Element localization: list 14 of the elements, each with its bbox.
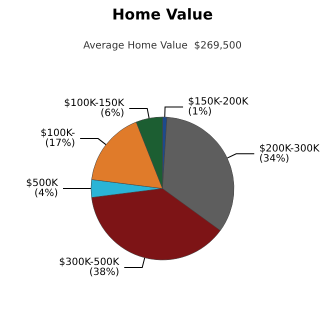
chart-subtitle: Average Home Value $269,500 (83, 40, 242, 52)
data-label: (17%) (45, 138, 76, 150)
data-label: (4%) (34, 188, 58, 199)
slice-label: $300K-500K (59, 256, 120, 268)
slice-label: $100K- (40, 128, 76, 140)
data-label: (6%) (100, 108, 124, 119)
chart-title: Home Value (112, 6, 213, 24)
slice-label: $150K-200K (188, 96, 249, 108)
data-label: (38%) (89, 266, 120, 278)
data-label: (1%) (188, 106, 212, 118)
data-label: (34%) (259, 153, 290, 164)
slice-label: $500K (26, 178, 58, 189)
slice-label: $100K-150K (64, 98, 125, 109)
slice-label: $200K-300K (259, 143, 320, 154)
